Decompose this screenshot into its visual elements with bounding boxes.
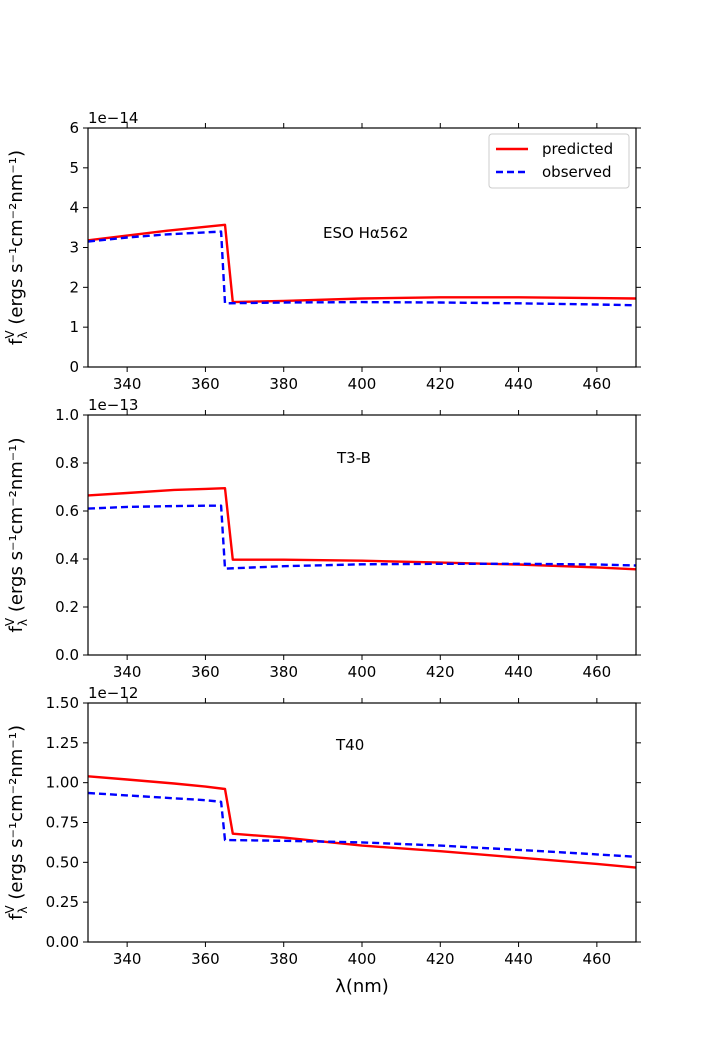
x-tick-label: 460 xyxy=(583,663,612,681)
legend-label-observed: observed xyxy=(542,163,612,181)
panel-annotation: T40 xyxy=(335,736,364,754)
y-tick-label: 0.0 xyxy=(55,646,79,664)
x-tick-label: 420 xyxy=(426,663,455,681)
y-label-units: (ergs s⁻¹cm⁻²nm⁻¹) xyxy=(6,437,27,617)
y-tick-label: 6 xyxy=(69,119,79,137)
x-tick-label: 360 xyxy=(191,663,220,681)
y-label-sup: V xyxy=(3,617,17,626)
legend-label-predicted: predicted xyxy=(542,140,613,158)
y-tick-label: 4 xyxy=(69,199,79,217)
offset-label: 1e−14 xyxy=(88,109,138,127)
panel-annotation: T3-B xyxy=(336,449,371,467)
y-label-f: f xyxy=(6,913,27,920)
y-tick-label: 0.6 xyxy=(55,502,79,520)
series-predicted-line xyxy=(88,487,636,571)
y-label-f: f xyxy=(6,338,27,345)
x-tick-label: 400 xyxy=(348,375,377,393)
x-tick-label: 440 xyxy=(504,950,533,968)
y-tick-label: 0.25 xyxy=(46,893,79,911)
y-label-units: (ergs s⁻¹cm⁻²nm⁻¹) xyxy=(6,725,27,905)
x-tick-label: 440 xyxy=(504,375,533,393)
panel-3: 340 360 380 400 420 440 460 0.00 0.25 0.50 0.75 1.0… xyxy=(3,684,641,997)
series-predicted-line xyxy=(88,223,636,304)
x-tick-label: 460 xyxy=(583,375,612,393)
y-tick-label: 0.2 xyxy=(55,598,79,616)
y-tick-label: 0.00 xyxy=(46,933,79,951)
panel-annotation: ESO Hα562 xyxy=(323,224,408,242)
series-observed-line xyxy=(88,504,636,570)
legend: predicted observed xyxy=(488,133,630,189)
x-tick-label: 420 xyxy=(426,375,455,393)
offset-label: 1e−12 xyxy=(88,684,138,702)
x-tick-label: 340 xyxy=(113,950,142,968)
x-tick-label: 460 xyxy=(583,950,612,968)
x-tick-label: 380 xyxy=(269,375,298,393)
x-tick-label: 380 xyxy=(269,950,298,968)
x-tick-label: 400 xyxy=(348,950,377,968)
x-tick-label: 420 xyxy=(426,950,455,968)
y-tick-label: 1.50 xyxy=(46,694,79,712)
y-tick-label: 1 xyxy=(69,318,79,336)
y-tick-label: 0.50 xyxy=(46,853,79,871)
x-tick-label: 360 xyxy=(191,950,220,968)
y-label-sub: λ xyxy=(16,907,30,914)
series-observed-line xyxy=(88,791,636,858)
x-tick-label: 440 xyxy=(504,663,533,681)
panel-1: 340 360 380 400 420 440 460 0 1 2 3 4 5 6 1e−14 ESO Hα5… xyxy=(3,109,641,393)
y-label-f: f xyxy=(6,626,27,633)
series-observed-line xyxy=(88,230,636,307)
x-axis-label: λ(nm) xyxy=(335,976,389,997)
y-tick-label: 5 xyxy=(69,159,79,177)
y-tick-label: 0.4 xyxy=(55,550,79,568)
y-label-units: (ergs s⁻¹cm⁻²nm⁻¹) xyxy=(6,150,27,330)
series-predicted-line xyxy=(88,775,636,869)
x-tick-label: 340 xyxy=(113,663,142,681)
y-tick-label: 3 xyxy=(69,239,79,257)
y-tick-label: 2 xyxy=(69,278,79,296)
x-tick-label: 380 xyxy=(269,663,298,681)
x-tick-label: 360 xyxy=(191,375,220,393)
y-label-sub: λ xyxy=(16,619,30,626)
y-tick-label: 1.00 xyxy=(46,774,79,792)
y-label-sup: V xyxy=(3,330,17,339)
x-tick-label: 400 xyxy=(348,663,377,681)
y-tick-label: 0.8 xyxy=(55,454,79,472)
y-label-sup: V xyxy=(3,905,17,914)
y-tick-label: 1.0 xyxy=(55,406,79,424)
x-tick-label: 340 xyxy=(113,375,142,393)
y-tick-label: 1.25 xyxy=(46,734,79,752)
y-tick-label: 0.75 xyxy=(46,814,79,832)
y-label-sub: λ xyxy=(16,332,30,339)
y-axis-label: fλV (ergs s⁻¹cm⁻²nm⁻¹) xyxy=(3,725,30,920)
panel-2: 340 360 380 400 420 440 460 0.0 0.2 0.4 0.6 0.8 1.0 1… xyxy=(3,396,641,681)
y-tick-label: 0 xyxy=(69,358,79,376)
y-axis-label: fλV (ergs s⁻¹cm⁻²nm⁻¹) xyxy=(3,437,30,632)
legend-box xyxy=(488,133,630,189)
y-axis-label: fλV (ergs s⁻¹cm⁻²nm⁻¹) xyxy=(3,150,30,345)
offset-label: 1e−13 xyxy=(88,396,138,414)
